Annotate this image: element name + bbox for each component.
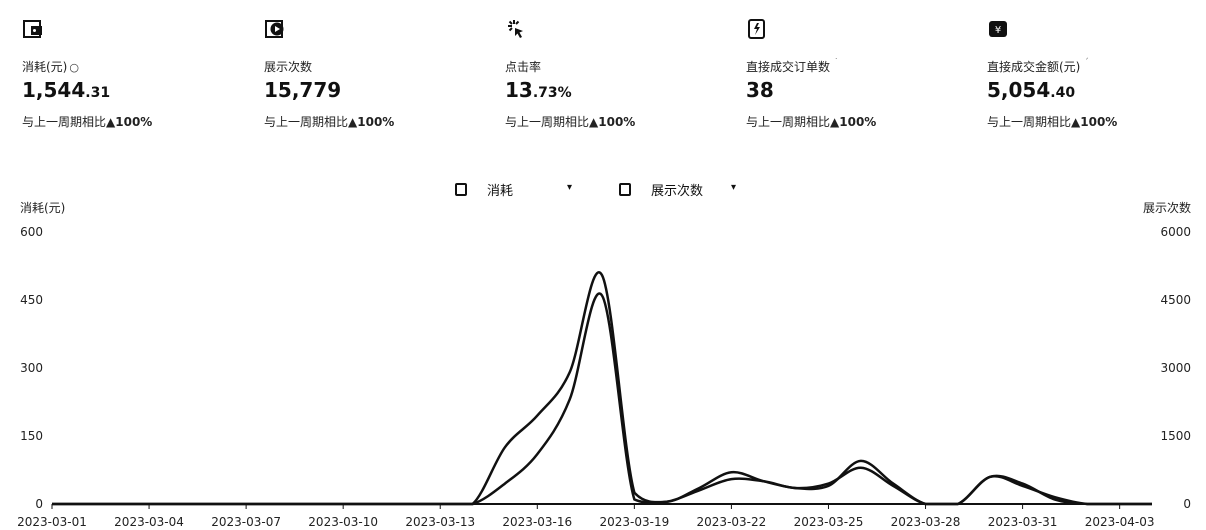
legend-label: 消耗 [487, 184, 514, 199]
kpi-label-row: 直接成交订单数 ˙ [746, 58, 839, 74]
x-axis-tick-label: 2023-03-04 [114, 515, 184, 529]
right-axis-title: 展示次数 [1143, 200, 1191, 215]
x-axis-tick-label: 2023-03-10 [308, 515, 378, 529]
kpi-label-row: 点击率 [505, 58, 541, 75]
kpi-value: 13.73% [505, 78, 572, 102]
right-axis-tick-label: 0 [1183, 497, 1191, 511]
line-chart: 消耗(元) 展示次数0150300450600015003000450060002… [17, 200, 1191, 529]
legend-metric-select-impressions[interactable]: 展示次数 ▾ [619, 180, 749, 199]
kpi-delta: ▲100% [106, 115, 153, 129]
x-axis-tick-label: 2023-03-07 [211, 515, 281, 529]
series-line-impressions [52, 292, 1152, 506]
right-axis-tick-label: 6000 [1160, 225, 1191, 239]
kpi-card-ctr[interactable]: 点击率 13.73% 与上一周期相比▲100% [505, 18, 725, 129]
x-axis-tick-label: 2023-03-31 [988, 515, 1058, 529]
kpi-label: 展示次数 [264, 60, 313, 74]
money-icon: ¥ [989, 21, 1007, 37]
legend-metric-select-spend[interactable]: 消耗 ▾ [455, 180, 585, 199]
kpi-label: 点击率 [505, 60, 542, 74]
kpi-label-row: 展示次数 [264, 58, 312, 75]
kpi-label: 消耗(元) [22, 60, 68, 74]
legend-swatch [619, 183, 631, 196]
kpi-card-impressions[interactable]: 展示次数 15,779 与上一周期相比▲100% [264, 18, 484, 129]
kpi-card-spend[interactable]: 消耗(元) ○ 1,544.31 与上一周期相比▲100% [22, 18, 242, 129]
x-axis-tick-label: 2023-03-19 [599, 515, 669, 529]
chevron-down-icon[interactable]: ▾ [567, 182, 573, 193]
kpi-compare: 与上一周期相比▲100% [22, 115, 153, 129]
left-axis-tick-label: 450 [20, 293, 43, 307]
order-tag-icon [748, 19, 765, 39]
kpi-card-orders[interactable]: 直接成交订单数 ˙ 38 与上一周期相比▲100% [746, 18, 966, 129]
help-icon[interactable]: ○ [69, 61, 79, 74]
kpi-compare: 与上一周期相比▲100% [987, 115, 1118, 129]
x-axis-tick-label: 2023-04-03 [1085, 515, 1155, 529]
kpi-delta: ▲100% [348, 115, 395, 129]
kpi-value: 15,779 [264, 78, 342, 102]
x-axis-tick-label: 2023-03-25 [794, 515, 864, 529]
chevron-down-icon[interactable]: ▾ [731, 182, 737, 193]
x-axis-tick-label: 2023-03-28 [891, 515, 961, 529]
kpi-compare: 与上一周期相比▲100% [505, 115, 636, 129]
x-axis-tick-label: 2023-03-16 [502, 515, 572, 529]
kpi-label-row: 消耗(元) ○ [22, 58, 79, 75]
legend-swatch [455, 183, 467, 196]
kpi-compare: 与上一周期相比▲100% [264, 115, 395, 129]
left-axis-tick-label: 150 [20, 429, 43, 443]
kpi-label: 直接成交订单数 [746, 60, 831, 74]
cursor-click-icon [508, 20, 523, 38]
x-axis-tick-label: 2023-03-13 [405, 515, 475, 529]
x-axis-tick-label: 2023-03-22 [697, 515, 767, 529]
right-axis-tick-label: 4500 [1160, 293, 1191, 307]
series-line-spend [52, 271, 1152, 506]
kpi-value: 38 [746, 78, 774, 102]
left-axis-tick-label: 300 [20, 361, 43, 375]
right-axis-tick-label: 3000 [1160, 361, 1191, 375]
left-axis-title: 消耗(元) [20, 201, 65, 215]
kpi-value: 5,054.40 [987, 78, 1076, 102]
kpi-delta: ▲100% [830, 115, 877, 129]
video-play-icon [265, 20, 284, 38]
left-axis-tick-label: 0 [35, 497, 43, 511]
kpi-label: 直接成交金额(元) [987, 60, 1081, 74]
left-axis-tick-label: 600 [20, 225, 43, 239]
right-axis-tick-label: 1500 [1160, 429, 1191, 443]
kpi-card-revenue[interactable]: ¥ 直接成交金额(元) ˊ 5,054.40 与上一周期相比▲100% [987, 18, 1206, 129]
kpi-value: 1,544.31 [22, 78, 111, 102]
kpi-delta: ▲100% [589, 115, 636, 129]
wallet-icon [23, 20, 42, 38]
x-axis-tick-label: 2023-03-01 [17, 515, 87, 529]
kpi-delta: ▲100% [1071, 115, 1118, 129]
kpi-label-row: 直接成交金额(元) ˊ [987, 58, 1089, 74]
kpi-row: 消耗(元) ○ 1,544.31 与上一周期相比▲100% 展示次数 15,779… [0, 0, 1206, 140]
kpi-compare: 与上一周期相比▲100% [746, 115, 877, 129]
svg-text:¥: ¥ [995, 25, 1001, 36]
legend-label: 展示次数 [651, 184, 704, 199]
